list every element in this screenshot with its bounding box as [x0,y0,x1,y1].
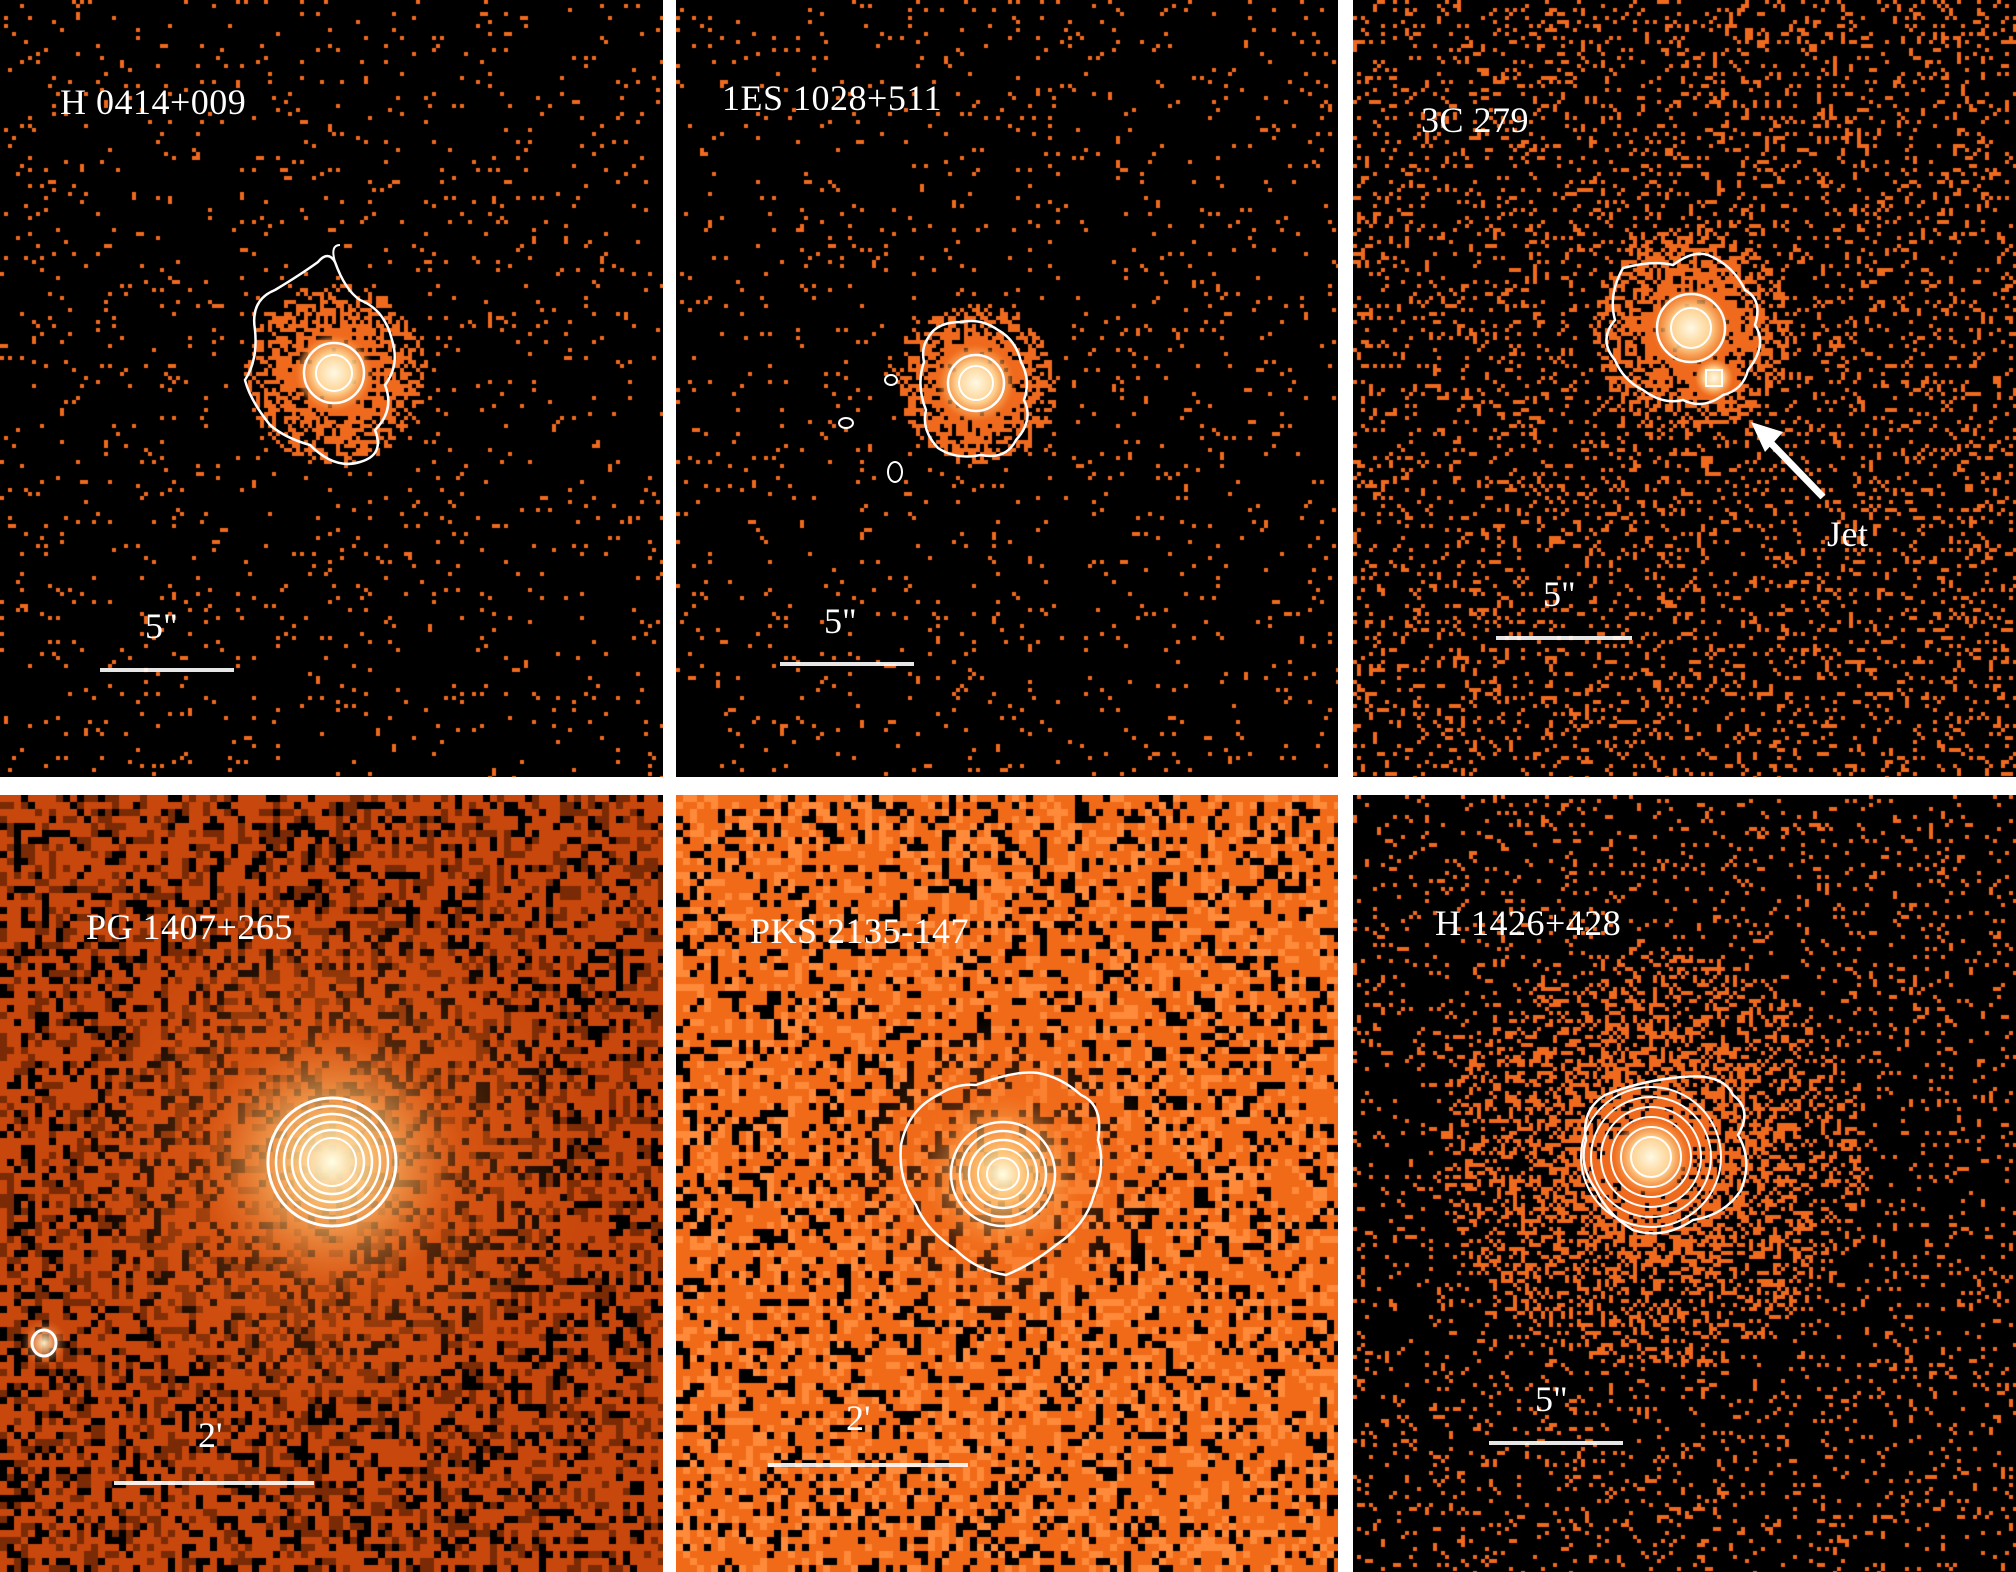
scale-bar [1496,636,1632,640]
panel-h1426: H 1426+428 5" [1353,795,2016,1572]
xray-image [0,795,663,1572]
scale-label: 5" [824,601,857,641]
panel-h0414: H 0414+009 5" [0,0,663,777]
contour-overlay [838,319,1029,483]
scale-bar [780,662,914,666]
jet-annotation: Jet [1827,514,1869,554]
scale-bar [1489,1441,1623,1445]
scale-label: 5" [145,606,178,646]
source-label: 3C 279 [1421,100,1530,140]
contour-overlay [1580,1075,1748,1235]
contour-overlay [1605,252,1826,500]
source-label: H 1426+428 [1435,903,1622,943]
xray-image [1353,0,2016,777]
scale-bar [768,1463,968,1467]
scale-bar [114,1481,314,1485]
panel-pg1407: PG 1407+265 2' [0,795,663,1572]
contour-overlay [30,1096,398,1358]
xray-image [1353,795,2016,1572]
source-label: PG 1407+265 [86,907,293,947]
contour-overlay [899,1071,1103,1277]
scale-label: 5" [1543,574,1576,614]
source-label: H 0414+009 [60,82,247,122]
source-label: PKS 2135-147 [750,911,970,951]
source-label: 1ES 1028+511 [722,78,942,118]
panel-1es1028: 1ES 1028+511 5" [676,0,1338,777]
xray-image [676,0,1338,777]
scale-bar [100,668,234,672]
xray-image [676,795,1338,1572]
panel-3c279: 3C 279 Jet 5" [1353,0,2016,777]
scale-label: 2' [198,1415,223,1455]
panel-pks2135: PKS 2135-147 2' [676,795,1338,1572]
scale-label: 2' [846,1398,871,1438]
contour-overlay [243,244,397,466]
xray-image [0,0,663,777]
scale-label: 5" [1535,1379,1568,1419]
